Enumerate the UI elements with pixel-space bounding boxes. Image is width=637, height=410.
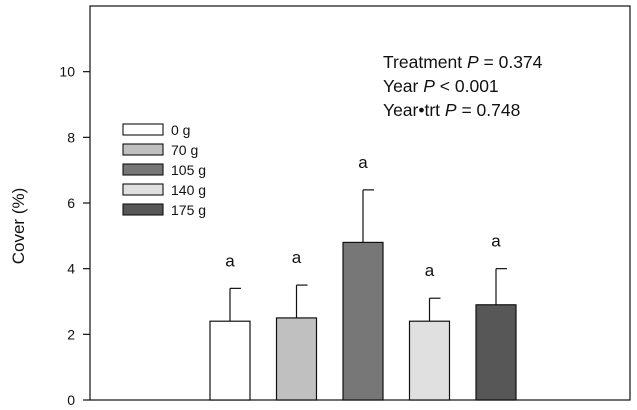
legend-label: 70 g — [171, 142, 198, 158]
y-tick-label: 4 — [67, 261, 75, 277]
bar-175g — [475, 304, 517, 401]
legend-swatch — [122, 203, 164, 216]
legend-label: 105 g — [171, 162, 206, 178]
y-tick-label: 6 — [67, 195, 75, 211]
legend-swatch — [122, 143, 164, 156]
y-axis-title: Cover (%) — [9, 188, 28, 265]
bar-70g — [275, 317, 318, 401]
legend-label: 175 g — [171, 202, 206, 218]
significance-letter: a — [358, 153, 368, 172]
y-tick-label: 10 — [59, 64, 75, 80]
legend-label: 140 g — [171, 182, 206, 198]
bar-105g — [342, 241, 384, 401]
significance-letter: a — [225, 251, 235, 270]
legend-swatch — [122, 123, 164, 136]
legend-swatch — [122, 183, 164, 196]
legend-label: 0 g — [171, 122, 190, 138]
legend-swatch — [122, 163, 164, 176]
significance-letter: a — [425, 261, 435, 280]
stats-annotation: Treatment P = 0.374 — [383, 52, 543, 72]
significance-letter: a — [292, 248, 302, 267]
y-tick-label: 8 — [67, 129, 75, 145]
stats-annotation: Year P < 0.001 — [383, 76, 499, 96]
significance-letter: a — [491, 232, 501, 251]
bar-0g — [209, 320, 251, 401]
y-tick-label: 0 — [67, 392, 75, 405]
y-tick-label: 2 — [67, 326, 75, 342]
stats-annotation: Year•trt P = 0.748 — [383, 100, 520, 120]
bar-140g — [408, 320, 451, 401]
